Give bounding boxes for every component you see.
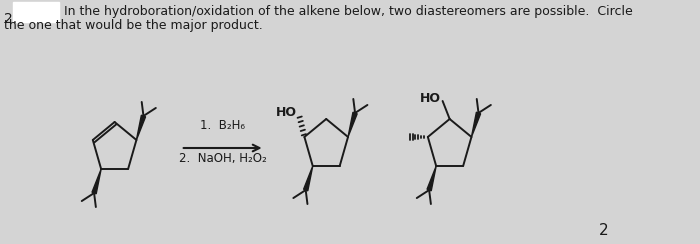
Text: 2: 2 xyxy=(598,223,608,238)
Polygon shape xyxy=(472,112,481,137)
Text: HO: HO xyxy=(276,106,298,120)
Text: 2.: 2. xyxy=(4,12,17,26)
FancyBboxPatch shape xyxy=(13,2,59,22)
Text: the one that would be the major product.: the one that would be the major product. xyxy=(4,19,263,32)
Polygon shape xyxy=(348,112,357,137)
Polygon shape xyxy=(304,166,313,191)
Text: 1.  B₂H₆: 1. B₂H₆ xyxy=(200,119,245,132)
Polygon shape xyxy=(427,166,436,191)
Polygon shape xyxy=(92,169,101,194)
Text: In the hydroboration/oxidation of the alkene below, two diastereomers are possib: In the hydroboration/oxidation of the al… xyxy=(64,5,633,18)
Text: HO: HO xyxy=(420,92,441,105)
Polygon shape xyxy=(136,115,146,140)
Text: 2.  NaOH, H₂O₂: 2. NaOH, H₂O₂ xyxy=(178,152,267,165)
